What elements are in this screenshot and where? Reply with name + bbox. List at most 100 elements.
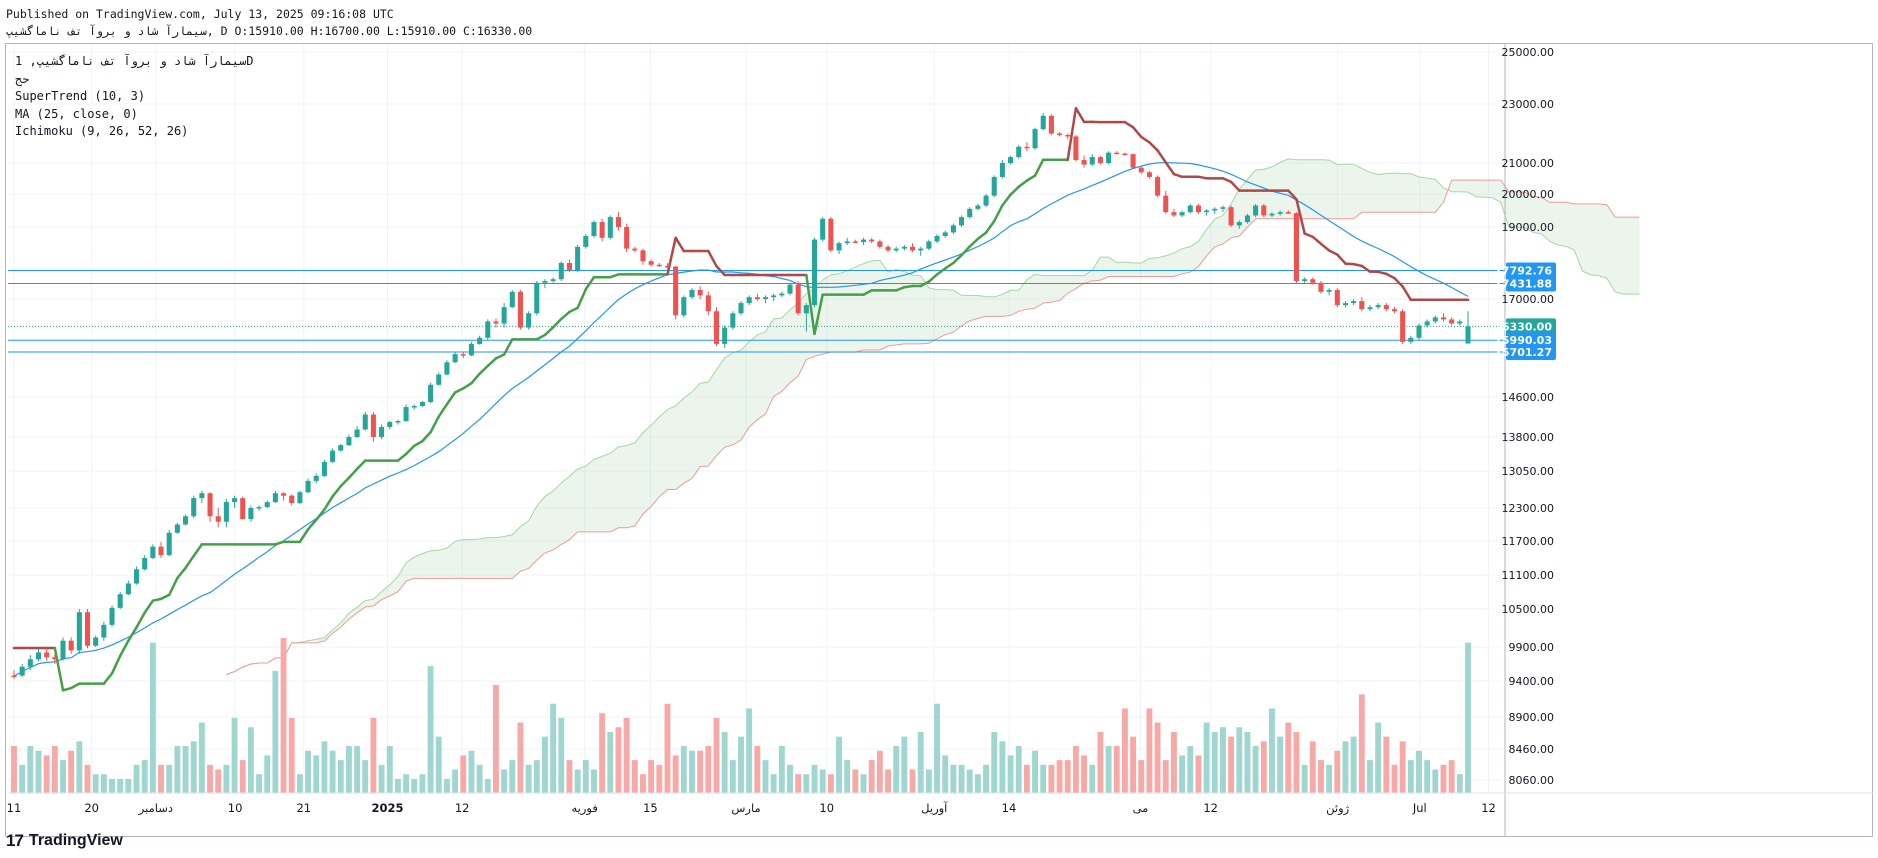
tradingview-footer[interactable]: 17 TradingView xyxy=(6,830,123,852)
time-axis[interactable]: 11 20 دسامبر 10 21 2025 12 فوریه 15 مارس 10 آوریل 14… xyxy=(7,792,1873,816)
volume-bar xyxy=(174,746,181,793)
time-tick-label: 15 xyxy=(643,801,658,815)
volume-bar xyxy=(427,666,434,793)
volume-bar xyxy=(1032,750,1039,793)
supertrend-segment xyxy=(102,672,114,685)
supertrend-segment xyxy=(323,495,334,511)
volume-bar xyxy=(1187,746,1194,793)
price-tick-label: 19000.00 xyxy=(1502,221,1555,234)
candle-body xyxy=(681,297,687,316)
volume-bar xyxy=(591,769,597,793)
supertrend-segment xyxy=(903,284,914,289)
price-tick-label: 21000.00 xyxy=(1502,157,1555,170)
volume-bar xyxy=(680,746,687,793)
candle-body xyxy=(1220,207,1226,209)
candle-body xyxy=(624,227,630,249)
supertrend-segment xyxy=(976,231,988,241)
candle-body xyxy=(419,402,425,406)
volume-bar xyxy=(484,778,491,793)
candle-body xyxy=(795,284,801,314)
volume-bar xyxy=(1358,694,1365,793)
price-tick-label: 11700.00 xyxy=(1502,535,1555,548)
candle-body xyxy=(1277,212,1283,214)
supertrend-segment xyxy=(1164,161,1176,176)
supertrend-segment xyxy=(584,275,596,291)
supertrend-segment xyxy=(1360,264,1372,273)
volume-bar xyxy=(917,731,924,793)
volume-bar xyxy=(1334,750,1341,793)
volume-bar xyxy=(493,684,499,793)
supertrend-segment xyxy=(1009,185,1020,196)
price-tick-label: 10500.00 xyxy=(1502,603,1555,616)
price-tick-label: 17000.00 xyxy=(1502,293,1555,306)
candle-body xyxy=(11,675,17,678)
candle-body xyxy=(1351,301,1357,304)
legend-title[interactable]: سیمارآ شاد و بروآ تف ناماگشیپ, 1D xyxy=(15,54,254,68)
volume-bar xyxy=(239,760,246,793)
volume-bar xyxy=(909,769,916,793)
volume-bar xyxy=(770,774,777,793)
legend-ma[interactable]: MA (25, close, 0) xyxy=(15,106,138,121)
candle-body xyxy=(877,241,883,247)
price-tick-label: 9900.00 xyxy=(1509,641,1555,654)
supertrend-segment xyxy=(110,654,122,675)
candle-body xyxy=(1171,212,1177,216)
volume-bar xyxy=(754,746,761,793)
published-line: Published on TradingView.com, July 13, 2… xyxy=(6,7,394,21)
supertrend-segment xyxy=(421,430,432,443)
supertrend-segment xyxy=(576,287,588,310)
candle-body xyxy=(754,297,760,299)
volume-bar xyxy=(305,750,312,793)
volume-bar xyxy=(354,746,361,793)
volume-bar xyxy=(1367,760,1373,793)
candle-body xyxy=(1146,172,1152,177)
volume-bar xyxy=(362,760,369,793)
supertrend-segment xyxy=(176,566,187,580)
candles[interactable] xyxy=(11,112,1471,679)
supertrend-line xyxy=(12,106,1470,692)
volume-bar xyxy=(264,755,271,793)
time-tick-label: 20 xyxy=(84,801,99,815)
chart-frame[interactable] xyxy=(5,43,1873,837)
volume-bar xyxy=(296,774,303,793)
volume-bar xyxy=(256,774,262,793)
volume-bar xyxy=(1023,764,1030,793)
supertrend-segment xyxy=(347,467,359,480)
supertrend-segment xyxy=(1123,120,1135,129)
time-tick-label: 21 xyxy=(296,801,311,815)
supertrend-segment xyxy=(609,273,620,279)
volume-bar xyxy=(1301,764,1308,793)
price-axis[interactable]: 25000.00 23000.00 21000.00 20000.00 19000.00… xyxy=(1494,44,1556,836)
volume-bar xyxy=(844,760,851,793)
candle-body xyxy=(1359,301,1365,310)
volume-bar xyxy=(1432,769,1439,793)
tradingview-brand: TradingView xyxy=(28,832,123,849)
volume-bar xyxy=(394,778,401,793)
supertrend-segment xyxy=(674,236,686,253)
legend-ichimoku[interactable]: Ichimoku (9, 26, 52, 26) xyxy=(15,124,189,138)
time-tick-label: می xyxy=(1133,801,1149,815)
horizontal-lines[interactable] xyxy=(8,269,1505,353)
volume-bar xyxy=(1089,764,1096,793)
candle-body xyxy=(844,241,850,244)
volume-bar xyxy=(223,764,230,793)
candle-body xyxy=(632,248,638,251)
volume-bar xyxy=(125,778,132,793)
legend-supertrend[interactable]: SuperTrend (10, 3) xyxy=(15,89,146,103)
volume-bar xyxy=(778,746,785,793)
volume-bar xyxy=(958,764,965,793)
candle-body xyxy=(174,524,180,533)
supertrend-segment xyxy=(1197,175,1208,180)
candle-body xyxy=(705,295,711,312)
price-tick-label: 12300.00 xyxy=(1502,502,1555,515)
time-tick-label: 10 xyxy=(228,801,243,815)
volume-bar xyxy=(158,764,164,793)
candle-body xyxy=(338,445,344,451)
supertrend-segment xyxy=(69,682,81,690)
supertrend-segment xyxy=(1393,276,1404,288)
candle-body xyxy=(166,532,172,556)
supertrend-segment xyxy=(404,444,416,456)
candle-body xyxy=(1326,290,1332,292)
price-badge xyxy=(1506,275,1556,292)
